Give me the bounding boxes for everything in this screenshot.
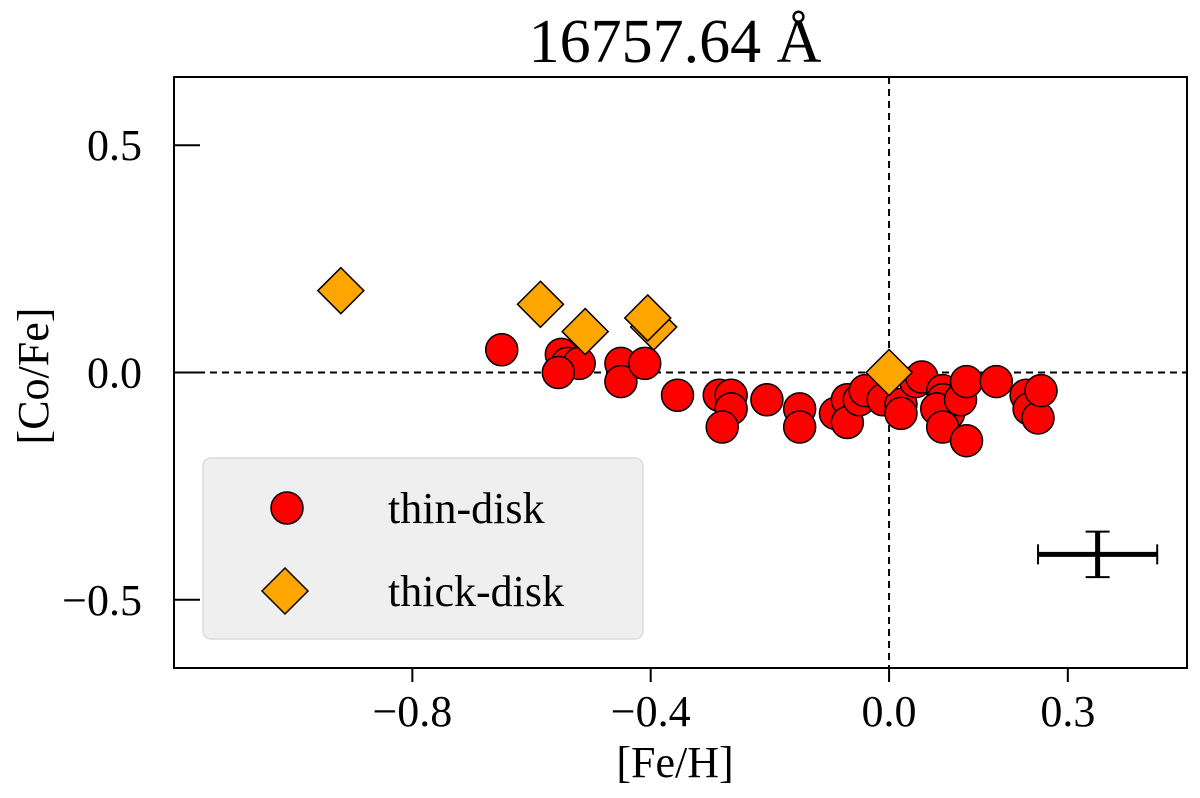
data-point-thin-disk [1024, 373, 1058, 408]
x-tick-label: 0.3 [1040, 687, 1095, 736]
data-point-thin-disk [541, 355, 576, 390]
legend-label-thick-disk: thick-disk [388, 567, 564, 616]
legend-box [202, 457, 644, 640]
y-tick-label: −0.5 [62, 576, 142, 625]
data-point-thin-disk [979, 364, 1014, 399]
plot-area [174, 77, 1187, 682]
data-point-thick-disk [316, 266, 365, 315]
data-point-thick-disk [561, 307, 610, 356]
data-point-thin-disk [750, 383, 784, 417]
data-point-thick-disk [864, 348, 914, 397]
data-point-thick-disk [516, 280, 565, 329]
data-point-thin-disk [627, 346, 662, 381]
x-tick-label: −0.8 [372, 687, 452, 736]
data-point-thin-disk [705, 410, 739, 444]
plot-frame [173, 76, 1188, 669]
data-point-thin-disk [782, 410, 817, 444]
legend: thin-disk thick-disk [202, 457, 644, 640]
y-axis-label: [Co/Fe] [9, 308, 58, 445]
x-tick-label: −0.4 [611, 687, 691, 736]
data-point-thin-disk [484, 333, 519, 367]
data-point-thin-disk [660, 378, 695, 412]
chart-title: 16757.64 Å [529, 8, 822, 76]
legend-marker-thin-disk [270, 491, 304, 525]
legend-label-thin-disk: thin-disk [388, 484, 544, 533]
data-point-thin-disk [884, 396, 918, 431]
data-point-thin-disk [949, 364, 984, 399]
data-point-thin-disk [604, 364, 638, 399]
data-point-thick-disk [623, 293, 672, 343]
x-tick-label: 0.0 [862, 687, 917, 736]
legend-marker-thick-disk [260, 566, 310, 616]
y-tick-label: 0.0 [87, 349, 142, 398]
data-point-thin-disk [949, 423, 984, 458]
error-bar [1037, 530, 1159, 579]
y-tick-label: 0.5 [87, 121, 142, 170]
x-axis-label: [Fe/H] [616, 738, 733, 787]
